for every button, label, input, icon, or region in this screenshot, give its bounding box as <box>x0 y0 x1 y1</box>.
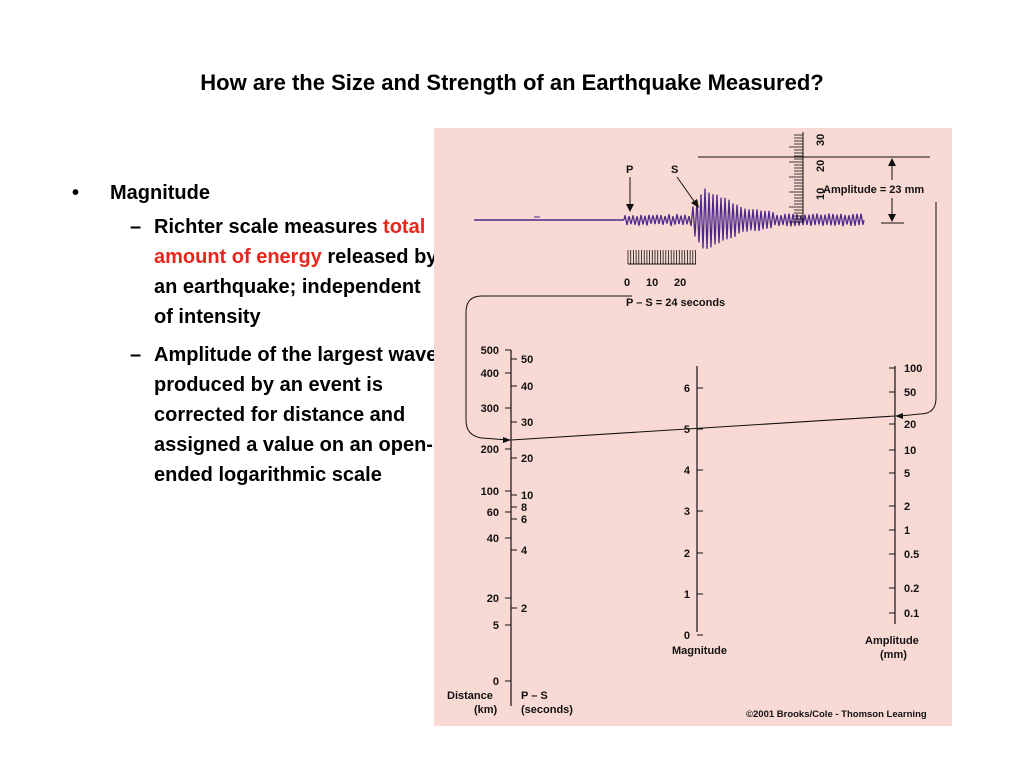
distance-tick-label: 200 <box>481 444 499 456</box>
magnitude-tick-label: 1 <box>684 589 690 601</box>
magnitude-tick-label: 4 <box>684 465 691 477</box>
dash-marker: – <box>130 344 142 366</box>
amplitude-connector-head <box>895 413 903 419</box>
richter-text-pre: Richter scale measures <box>154 216 384 238</box>
magnitude-tick-label: 0 <box>684 630 690 642</box>
ruler-tick-30: 30 <box>815 134 827 146</box>
richter-nomogram-figure: P S 0 10 20 P – S = 24 seconds 10 20 30 … <box>434 128 952 726</box>
magnitude-tick-label: 2 <box>684 548 690 560</box>
bullet-dot: • <box>72 182 80 204</box>
distance-tick-label: 500 <box>481 345 499 357</box>
s-arrow-head <box>691 199 699 208</box>
ps-axis-label: P – S <box>521 690 548 702</box>
distance-tick-label: 60 <box>487 507 499 519</box>
amplitude-tick-label: 5 <box>904 468 910 480</box>
p-arrow-head <box>626 204 634 212</box>
distance-tick-label: 40 <box>487 533 499 545</box>
copyright-notice: ©2001 Brooks/Cole - Thomson Learning <box>746 709 927 720</box>
amplitude-tick-label: 1 <box>904 525 910 537</box>
distance-axis-unit: (km) <box>474 704 498 716</box>
distance-tick-label: 0 <box>493 676 499 688</box>
amplitude-text: Amplitude of the largest wave produced b… <box>154 344 438 486</box>
amplitude-tick-label: 50 <box>904 387 916 399</box>
amplitude-ruler-ticks <box>789 134 803 223</box>
amplitude-axis-unit: (mm) <box>880 649 907 661</box>
amplitude-caption: Amplitude = 23 mm <box>823 184 924 196</box>
bullet-magnitude: • Magnitude <box>72 178 442 208</box>
amplitude-arrow-down-head <box>888 214 896 222</box>
ps-tick-label: 40 <box>521 381 533 393</box>
sub-bullet-richter: – Richter scale measures total amount of… <box>72 212 442 332</box>
time-tick-20: 20 <box>674 277 686 289</box>
richter-text-highlight: total amount of energy <box>154 216 426 268</box>
amplitude-tick-label: 2 <box>904 501 910 513</box>
ps-axis-unit: (seconds) <box>521 704 573 716</box>
bullet-list: • Magnitude – Richter scale measures tot… <box>72 178 442 490</box>
ps-tick-label: 6 <box>521 514 527 526</box>
ps-tick-label: 4 <box>521 545 528 557</box>
nomogram-svg: P S 0 10 20 P – S = 24 seconds 10 20 30 … <box>434 128 952 726</box>
ps-tick-label: 8 <box>521 502 527 514</box>
figure-background <box>434 128 952 726</box>
ps-tick-label: 50 <box>521 354 533 366</box>
amplitude-axis-label: Amplitude <box>865 635 919 647</box>
magnitude-tick-label: 5 <box>684 424 690 436</box>
distance-tick-label: 100 <box>481 486 499 498</box>
magnitude-axis-label: Magnitude <box>672 645 727 657</box>
amplitude-tick-label: 10 <box>904 445 916 457</box>
magnitude-tick-label: 3 <box>684 506 690 518</box>
s-wave-label: S <box>671 164 678 176</box>
time-tick-10: 10 <box>646 277 658 289</box>
richter-text-post: released by an earthquake; independent o… <box>154 246 438 328</box>
distance-tick-label: 400 <box>481 368 499 380</box>
ruler-tick-10: 10 <box>815 188 827 200</box>
distance-connector-head <box>503 437 511 443</box>
distance-connector <box>465 295 632 441</box>
amplitude-tick-label: 0.1 <box>904 608 919 620</box>
ps-tick-label: 30 <box>521 417 533 429</box>
magnitude-tick-label: 6 <box>684 383 690 395</box>
distance-tick-label: 20 <box>487 593 499 605</box>
ps-tick-label: 20 <box>521 453 533 465</box>
distance-tick-label: 5 <box>493 620 499 632</box>
slide-title: How are the Size and Strength of an Eart… <box>200 70 824 95</box>
bullet-label: Magnitude <box>110 182 210 204</box>
distance-tick-label: 300 <box>481 403 499 415</box>
ps-interval-caption: P – S = 24 seconds <box>626 297 725 309</box>
ps-tick-label: 10 <box>521 490 533 502</box>
seismogram-wave <box>623 188 865 249</box>
nomogram-ticks: 5004003002001006040205050403020108642654… <box>481 345 923 688</box>
amplitude-tick-label: 20 <box>904 419 916 431</box>
amplitude-tick-label: 0.2 <box>904 583 919 595</box>
amplitude-tick-label: 0.5 <box>904 549 919 561</box>
amplitude-arrow-up-head <box>888 158 896 166</box>
sub-bullet-amplitude: – Amplitude of the largest wave produced… <box>72 340 442 490</box>
dash-marker: – <box>130 216 142 238</box>
s-arrow-line <box>676 176 697 205</box>
distance-axis-label: Distance <box>447 690 493 702</box>
ps-tick-label: 2 <box>521 603 527 615</box>
time-scale-ticks <box>627 250 696 264</box>
amplitude-tick-label: 100 <box>904 363 922 375</box>
p-wave-label: P <box>626 164 633 176</box>
amplitude-connector <box>899 202 937 417</box>
ruler-tick-20: 20 <box>815 160 827 172</box>
time-tick-0: 0 <box>624 277 630 289</box>
magnitude-reading-line <box>510 415 896 441</box>
